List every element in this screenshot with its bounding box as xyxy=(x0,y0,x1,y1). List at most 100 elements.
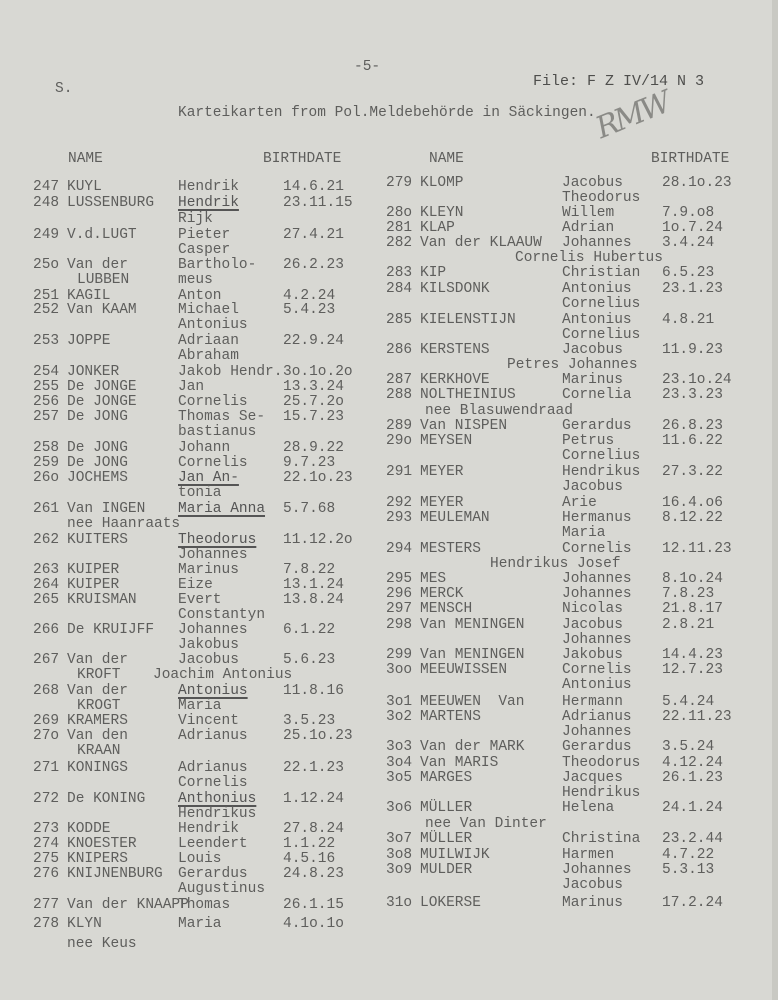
entry-given-names: Hermanus xyxy=(562,510,632,526)
entry-birthdate: 27.3.22 xyxy=(662,464,723,480)
entry-birthdate: 7.9.o8 xyxy=(662,205,715,221)
entry-given-names-continued: Maria xyxy=(178,698,222,714)
entry-birthdate: 6.1.22 xyxy=(283,622,336,638)
entry-given-names: Cornelis xyxy=(562,662,632,678)
entry-given-names: Cornelis xyxy=(178,394,248,410)
entry-given-names: Antonius xyxy=(562,281,632,297)
entry-given-names-continued: Johannes xyxy=(562,724,632,740)
entry-given-names: Jacobus xyxy=(562,617,623,633)
entry-surname: KNIPERS xyxy=(67,851,128,867)
entry-surname: Van der xyxy=(67,652,128,668)
entry-given-names: Gerardus xyxy=(562,739,632,755)
entry-birthdate: 13.3.24 xyxy=(283,379,344,395)
entry-surname: KLAP xyxy=(420,220,455,236)
entry-birthdate: 22.1.23 xyxy=(283,760,344,776)
entry-surname: JONKER xyxy=(67,364,120,380)
entry-surname: KRUISMAN xyxy=(67,592,137,608)
entry-surname: KLYN xyxy=(67,916,102,932)
entry-number: 263 xyxy=(33,562,60,578)
entry-surname: KODDE xyxy=(67,821,111,837)
entry-birthdate: 4.7.22 xyxy=(662,847,715,863)
entry-number: 3o3 xyxy=(386,739,413,755)
entry-given-names: Hendrik xyxy=(178,179,239,195)
entry-surname: MUILWIJK xyxy=(420,847,490,863)
entry-number: 278 xyxy=(33,916,60,932)
entry-surname-continued: LUBBEN xyxy=(77,272,130,288)
entry-given-names-continued: Johannes xyxy=(178,547,248,563)
entry-given-names: Harmen xyxy=(562,847,615,863)
entry-given-names: Cornelia xyxy=(562,387,632,403)
entry-given-names: Jakobus xyxy=(562,647,623,663)
entry-surname: KILSDONK xyxy=(420,281,490,297)
entry-given-names: Christina xyxy=(562,831,641,847)
entry-birthdate: 5.7.68 xyxy=(283,501,336,517)
entry-surname: De JONGE xyxy=(67,379,137,395)
entry-surname: MERCK xyxy=(420,586,464,602)
entry-number: 275 xyxy=(33,851,60,867)
entry-given-names: Theodorus xyxy=(562,755,641,771)
entry-birthdate: 22.11.23 xyxy=(662,709,732,725)
entry-birthdate: 27.8.24 xyxy=(283,821,344,837)
entry-surname: KERSTENS xyxy=(420,342,490,358)
page-edge xyxy=(772,0,778,1000)
entry-birthdate: 7.8.22 xyxy=(283,562,336,578)
entry-birthdate: 26.2.23 xyxy=(283,257,344,273)
entry-given-names-continued: Jacobus xyxy=(562,877,623,893)
entry-birthdate: 28.9.22 xyxy=(283,440,344,456)
entry-surname: Van der xyxy=(67,683,128,699)
entry-given-names-continued: Petres Johannes xyxy=(507,357,638,373)
entry-surname: V.d.LUGT xyxy=(67,227,137,243)
entry-given-names: Thomas Se- xyxy=(178,409,266,425)
entry-birthdate: 11.6.22 xyxy=(662,433,723,449)
entry-given-names-continued: Hendrikus xyxy=(562,785,641,801)
entry-given-names: Arie xyxy=(562,495,597,511)
entry-given-names-continued: Augustinus xyxy=(178,881,266,897)
entry-birthdate: 16.4.o6 xyxy=(662,495,723,511)
entry-birthdate: 25.7.2o xyxy=(283,394,344,410)
entry-number: 257 xyxy=(33,409,60,425)
entry-surname: Van den xyxy=(67,728,128,744)
entry-birthdate: 4.1o.1o xyxy=(283,916,344,932)
entry-given-names: Helena xyxy=(562,800,615,816)
entry-maiden-name: nee Van Dinter xyxy=(425,816,547,832)
entry-given-names-continued: Jakobus xyxy=(178,637,239,653)
entry-surname: KLOMP xyxy=(420,175,464,191)
entry-birthdate: 22.9.24 xyxy=(283,333,344,349)
entry-number: 264 xyxy=(33,577,60,593)
entry-birthdate: 7.8.23 xyxy=(662,586,715,602)
entry-given-names: Theodorus xyxy=(178,532,257,548)
entry-birthdate: 23.1o.24 xyxy=(662,372,732,388)
entry-surname: Van der xyxy=(67,257,128,273)
entry-given-names-continued: Maria xyxy=(562,525,606,541)
entry-given-names: Anthonius xyxy=(178,791,257,807)
entry-given-names: Johannes xyxy=(562,571,632,587)
entry-number: 266 xyxy=(33,622,60,638)
entry-birthdate: 11.8.16 xyxy=(283,683,344,699)
entry-given-names: Maria xyxy=(178,916,222,932)
entry-given-names: Jan xyxy=(178,379,205,395)
entry-number: 248 xyxy=(33,195,60,211)
entry-surname: De KONING xyxy=(67,791,146,807)
entry-birthdate: 4.5.16 xyxy=(283,851,336,867)
entry-given-names: Gerardus xyxy=(178,866,248,882)
entry-given-names: Adrianus xyxy=(178,760,248,776)
entry-number: 251 xyxy=(33,288,60,304)
entry-birthdate: 15.7.23 xyxy=(283,409,344,425)
entry-given-names: Jan An- xyxy=(178,470,239,486)
entry-given-names-continued: Antonius xyxy=(562,677,632,693)
document-title: Karteikarten from Pol.Meldebehörde in Sä… xyxy=(178,105,596,121)
entry-number: 285 xyxy=(386,312,413,328)
entry-given-names: Leendert xyxy=(178,836,248,852)
entry-given-names-continued: meus xyxy=(178,272,213,288)
entry-birthdate: 26.1.15 xyxy=(283,897,344,913)
entry-given-names: Johannes xyxy=(178,622,248,638)
entry-birthdate: 25.1o.23 xyxy=(283,728,353,744)
entry-surname: Van KAAM xyxy=(67,302,137,318)
entry-given-names: Antonius xyxy=(562,312,632,328)
entry-given-names-continued: Cornelis xyxy=(178,775,248,791)
entry-surname: De KRUIJFF xyxy=(67,622,155,638)
entry-birthdate: 4.2.24 xyxy=(283,288,336,304)
entry-birthdate: 23.3.23 xyxy=(662,387,723,403)
entry-given-names: Eize xyxy=(178,577,213,593)
entry-number: 3o9 xyxy=(386,862,413,878)
